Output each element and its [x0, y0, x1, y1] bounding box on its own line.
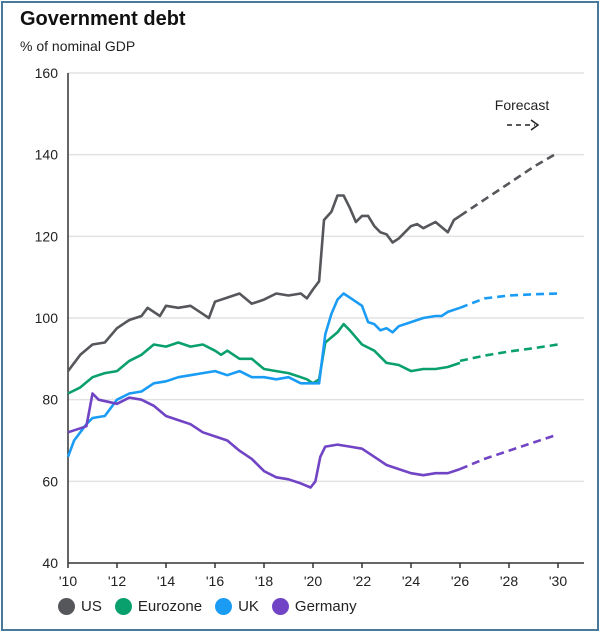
legend-swatch: [58, 598, 75, 615]
y-tick-label: 40: [42, 555, 58, 571]
forecast-line-germany: [459, 433, 559, 471]
y-tick-label: 80: [42, 392, 58, 408]
forecast-line-us: [459, 151, 559, 217]
legend-label: UK: [238, 598, 259, 615]
legend-item-us: US: [58, 598, 102, 615]
y-tick-label: 160: [35, 65, 59, 81]
series-line-uk: [66, 292, 461, 458]
forecast-annotation: Forecast: [495, 97, 550, 113]
series-line-eurozone: [67, 322, 461, 395]
y-tick-label: 60: [42, 473, 58, 489]
x-tick-label: '14: [157, 573, 175, 589]
x-tick-label: '10: [59, 573, 77, 589]
x-tick-label: '20: [304, 573, 322, 589]
y-tick-label: 100: [35, 310, 59, 326]
x-tick-label: '22: [353, 573, 371, 589]
chart-subtitle: % of nominal GDP: [20, 38, 136, 54]
legend: US Eurozone UK Germany: [58, 598, 370, 615]
legend-label: Germany: [294, 598, 357, 615]
legend-item-germany: Germany: [271, 598, 357, 615]
series-line-us: [66, 194, 461, 372]
legend-label: Eurozone: [137, 598, 203, 615]
x-tick-label: '28: [500, 573, 518, 589]
x-tick-label: '12: [108, 573, 126, 589]
legend-item-eurozone: Eurozone: [114, 598, 203, 615]
y-tick-label: 140: [35, 147, 59, 163]
legend-swatch: [114, 598, 132, 615]
forecast-line-eurozone: [459, 343, 559, 363]
x-tick-label: '18: [255, 573, 273, 589]
x-tick-label: '16: [206, 573, 224, 589]
chart-title: Government debt: [20, 8, 186, 30]
legend-swatch: [271, 598, 289, 615]
forecast-line-uk: [459, 292, 559, 310]
forecast-arrow-icon: [507, 119, 540, 131]
x-tick-label: '26: [451, 573, 469, 589]
series-line-germany: [67, 392, 461, 489]
legend-label: US: [81, 598, 102, 615]
legend-item-uk: UK: [215, 598, 259, 615]
legend-swatch: [215, 598, 233, 615]
x-tick-label: '30: [549, 573, 567, 589]
y-tick-label: 120: [35, 228, 59, 244]
x-tick-label: '24: [402, 573, 420, 589]
